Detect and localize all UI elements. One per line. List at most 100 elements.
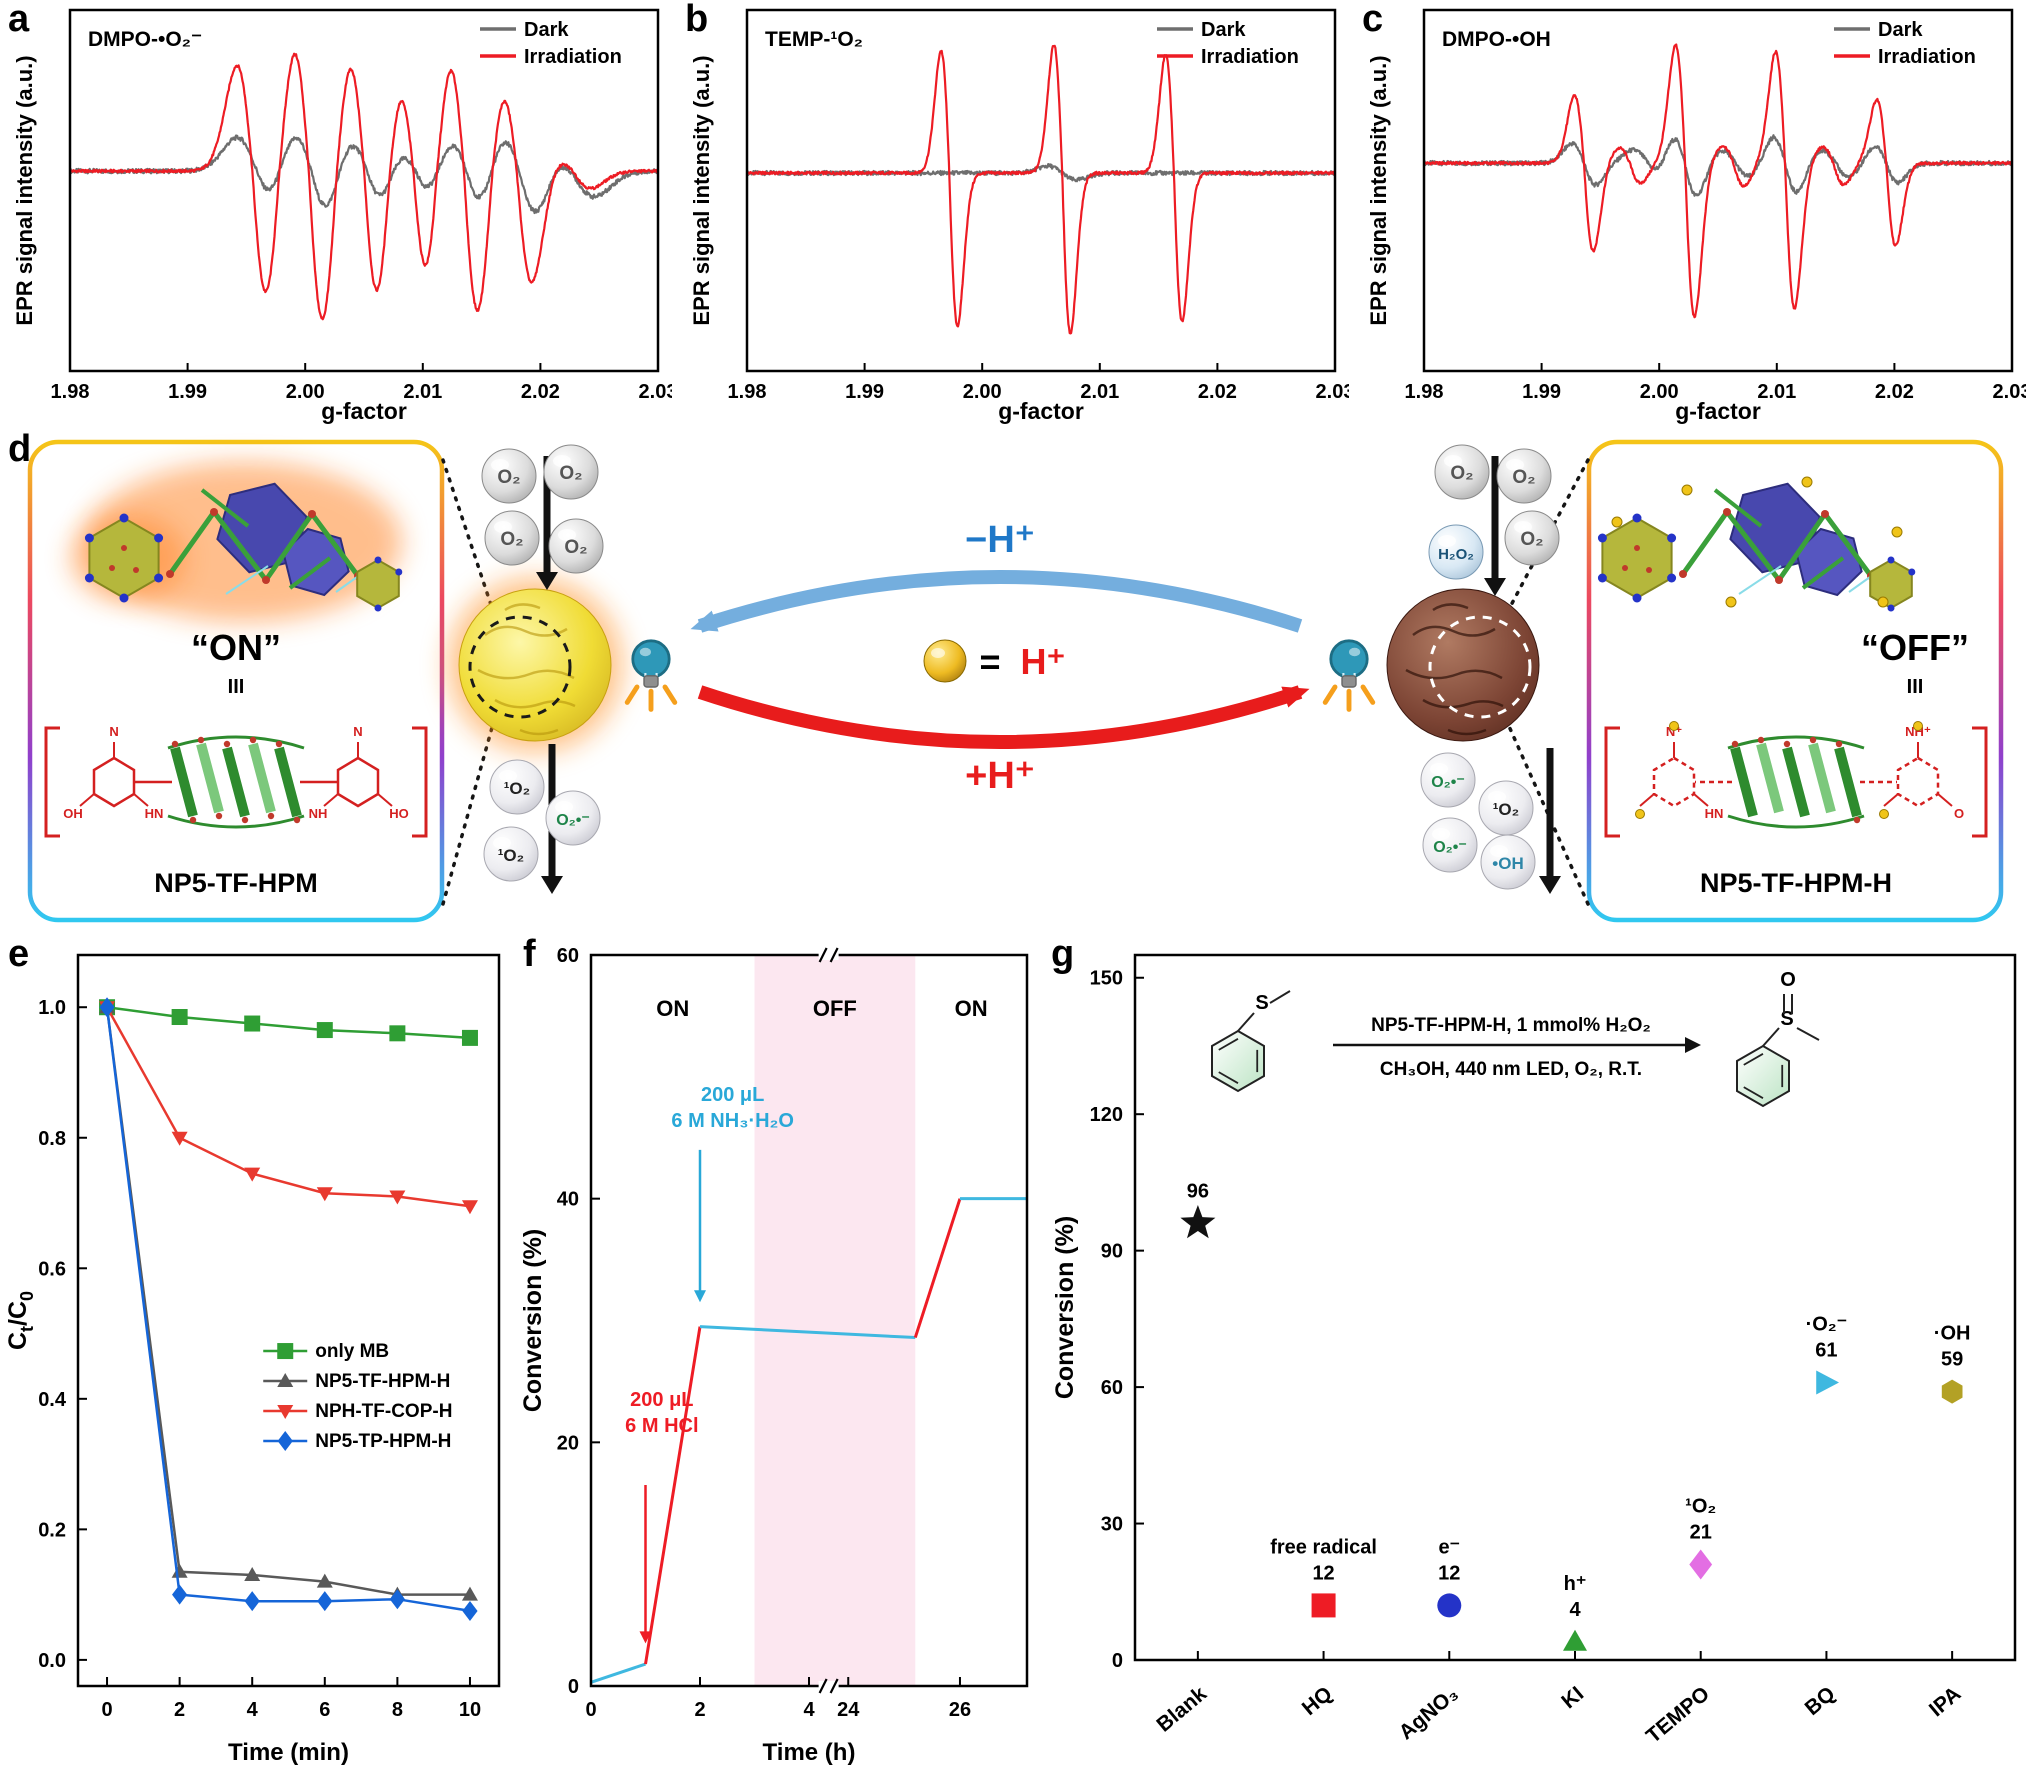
text-el: 0: [101, 1699, 112, 1721]
line-el: [1693, 793, 1709, 807]
polygon-el: [462, 1600, 478, 1621]
atom-label: NH: [309, 806, 328, 821]
text-el: NP5-TF-HPM-H: [315, 1371, 450, 1392]
polyline-el: [106, 1005, 471, 1040]
line-el: [644, 1326, 702, 1665]
text-el: BQ: [1801, 1682, 1840, 1720]
rect-el: [818, 1681, 839, 1691]
text-el: ¹O₂: [1493, 800, 1519, 819]
line-el: [377, 793, 393, 807]
text-el: 2.01: [1080, 381, 1119, 403]
ellipse-el: [558, 529, 576, 541]
text-el: 2.01: [403, 381, 442, 403]
text-el: Time (min): [228, 1739, 349, 1766]
path-el: [1423, 43, 2013, 319]
line-el: [1218, 1038, 1239, 1051]
bottom-row: e f g 0.0 0.2 0.4 0.6 0.8 1.0 0 2 4 6 8 10 Time (min…: [0, 935, 2031, 1777]
panel-label-b: b: [685, 0, 709, 40]
polygon-el: [277, 1405, 294, 1420]
text-el: Dark: [524, 19, 569, 41]
text-el: 0.8: [38, 1128, 66, 1150]
epr-chart-hydroxyl: 1.98 1.99 2.00 2.01 2.02 2.03 g-factor EPR sign…: [1366, 8, 2026, 424]
o2-sphere: O₂: [1496, 448, 1552, 504]
rect-el: [1422, 8, 2014, 373]
text-el: 1.98: [728, 381, 767, 403]
rect-el: [818, 950, 839, 960]
scavenger-chart: 0 30 60 90 120 150 Conversion (%) Blank HQ AgNO₃ K…: [1051, 953, 2017, 1748]
epr-chart-superoxide: 1.98 1.99 2.00 2.01 2.02 2.03 g-factor EPR sign…: [12, 8, 672, 424]
line-el: [222, 746, 250, 818]
circle-el: [1835, 740, 1843, 748]
ellipse-el: [491, 459, 509, 471]
polyline-el: [105, 1007, 471, 1613]
polygon-el: [1539, 876, 1561, 894]
ellipse-el: [1438, 535, 1456, 547]
text-el: 20: [557, 1432, 579, 1454]
text-el: 26: [949, 1699, 971, 1721]
np5-tf-hpm-structure: N OH HN N HO NH: [44, 724, 428, 838]
text-el: O₂: [1512, 467, 1535, 488]
line-el: [133, 793, 149, 807]
text-el: 90: [1101, 1241, 1123, 1263]
ellipse-el: [493, 837, 511, 849]
line-el: [79, 793, 95, 807]
text-el: g-factor: [321, 398, 407, 424]
line-el: [1218, 1071, 1239, 1084]
text-el: g-factor: [998, 398, 1084, 424]
circle-el: [1783, 740, 1791, 748]
polygon-el: [172, 1584, 188, 1605]
atom-label: N: [109, 724, 118, 739]
text-el: 2.00: [963, 381, 1002, 403]
text-el: 0.4: [38, 1389, 67, 1411]
circle-el: [1635, 809, 1645, 819]
on-nanoparticle: [458, 588, 612, 742]
ellipse-el: [1514, 521, 1532, 533]
epr-chart-singlet-oxygen: 1.98 1.99 2.00 2.01 2.02 2.03 g-factor EPR sign…: [689, 8, 1349, 424]
text-el: •OH: [1492, 854, 1523, 873]
atom-label: NH⁺: [1905, 724, 1931, 739]
text-el: AgNO₃: [1395, 1682, 1463, 1744]
atom-label: HN: [145, 806, 164, 821]
polygon-el: [92, 756, 136, 808]
text-el: O₂: [1520, 529, 1543, 550]
singlet-o2-sphere: ¹O₂: [489, 759, 545, 815]
path-el: [1604, 726, 1620, 838]
path-el: [519, 728, 559, 736]
line-el: [590, 1662, 646, 1684]
line-el: [818, 1678, 828, 1694]
circle-el: [293, 816, 301, 824]
text-el: 0.6: [38, 1258, 66, 1280]
on-particle-texture: [477, 603, 576, 736]
text-el: EPR signal intensity (a.u.): [12, 55, 37, 325]
polygon-el: [277, 1373, 294, 1388]
line-el: [274, 746, 302, 818]
light-bulb-icon: [1325, 641, 1373, 710]
line-el: [1762, 1027, 1780, 1047]
text-el: 2.03: [1316, 381, 1349, 403]
polygon-el: [389, 1190, 406, 1205]
text-el: 6: [319, 1699, 330, 1721]
panel-label-a: a: [8, 0, 30, 40]
rect-el: [316, 1022, 333, 1039]
text-el: DMPO-•OH: [1442, 28, 1551, 51]
circle-el: [267, 812, 275, 820]
text-el: 120: [1090, 1104, 1123, 1126]
text-el: 96: [1187, 1180, 1209, 1202]
text-el: OFF: [813, 996, 857, 1021]
text-el: 0: [568, 1676, 579, 1698]
deprotonation-arrow: [690, 570, 1303, 633]
text-el: 200 μL: [701, 1084, 764, 1106]
circle-el: [189, 816, 197, 824]
circle-el: [1801, 476, 1813, 488]
rect-el: [76, 953, 501, 1688]
circle-el: [1913, 721, 1923, 731]
text-el: Time (h): [763, 1739, 856, 1766]
ellipse-el: [1490, 845, 1508, 857]
text-el: NP5-TF-HPM-H, 1 mmol% H₂O₂: [1371, 1015, 1651, 1036]
circle-el: [1891, 526, 1903, 538]
superoxide-sphere: O₂•⁻: [1420, 752, 1476, 808]
circle-el: [1681, 484, 1693, 496]
tspan-el: /C: [4, 1301, 32, 1326]
line-el: [1730, 746, 1758, 818]
rect-el: [1311, 1593, 1336, 1618]
